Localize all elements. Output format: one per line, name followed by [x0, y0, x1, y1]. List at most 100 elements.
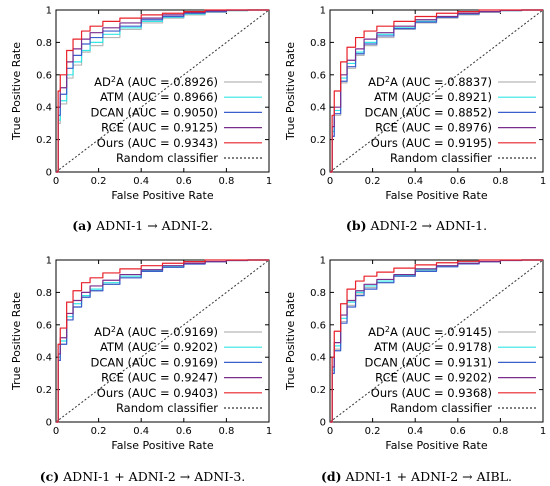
- roc-panel-3: 0 0.2 0.4 0.6 0.8 1 0 0.2 0.4 0.6 0.8 1 False Positi…: [10, 256, 272, 485]
- random-classifier-line: [55, 9, 270, 173]
- y-tick-label: 0.4: [310, 103, 326, 114]
- x-tick-label: 1: [540, 176, 546, 187]
- roc-curve-ours: [330, 259, 543, 423]
- x-axis-label: False Positive Rate: [385, 439, 487, 452]
- legend-entry-label: Ours (AUC = 0.9368): [371, 386, 492, 400]
- y-tick-label: 0.8: [310, 38, 326, 49]
- legend-entry-label: Random classifier: [390, 151, 492, 165]
- roc-curve-ad2a: [56, 9, 269, 173]
- y-tick-label: 0: [46, 168, 52, 179]
- legend-entry-label: Ours (AUC = 0.9403): [97, 386, 218, 400]
- y-tick-label: 0.2: [310, 385, 326, 396]
- y-tick-label: 1: [320, 256, 326, 267]
- figure-caption: (b) ADNI-2 → ADNI-1.: [346, 218, 487, 233]
- y-tick-label: 0.4: [36, 353, 52, 364]
- legend-entry-label: DCAN (AUC = 0.8852): [365, 105, 492, 119]
- legend-entry-label: ATM (AUC = 0.8921): [374, 90, 492, 104]
- x-tick-label: 0.2: [91, 176, 107, 187]
- legend-entry-label: Ours (AUC = 0.9195): [371, 136, 492, 150]
- random-classifier-line: [329, 9, 544, 173]
- x-tick-label: 0.8: [218, 426, 234, 437]
- x-axis-label: False Positive Rate: [111, 189, 213, 202]
- legend-entry-label: ATM (AUC = 0.8966): [100, 90, 218, 104]
- random-classifier-line: [55, 259, 270, 423]
- roc-curve-rce: [330, 9, 543, 173]
- x-tick-label: 0.6: [176, 176, 192, 187]
- legend-entry-label: ATM (AUC = 0.9202): [100, 340, 218, 354]
- y-tick-label: 0.6: [310, 70, 326, 81]
- caption-text: ADNI-1 + ADNI-2 → AIBL.: [342, 469, 512, 484]
- caption-label: (d): [321, 469, 342, 484]
- y-tick-label: 0: [320, 168, 326, 179]
- plot-frame: [329, 259, 544, 423]
- caption-label: (c): [40, 469, 59, 484]
- plot-frame: [55, 259, 270, 423]
- x-axis-label: False Positive Rate: [111, 439, 213, 452]
- x-tick-label: 0.6: [450, 426, 466, 437]
- legend-entry-label: DCAN (AUC = 0.9169): [91, 355, 218, 369]
- roc-curve-rce: [330, 259, 543, 423]
- y-tick-label: 0.8: [310, 288, 326, 299]
- x-tick-label: 0.8: [492, 176, 508, 187]
- roc-panel-4: 0 0.2 0.4 0.6 0.8 1 0 0.2 0.4 0.6 0.8 1 False Positi…: [284, 256, 546, 485]
- roc-panel-2: 0 0.2 0.4 0.6 0.8 1 0 0.2 0.4 0.6 0.8 1 False Positi…: [284, 6, 546, 234]
- x-tick-label: 1: [540, 426, 546, 437]
- y-axis-label: True Positive Rate: [10, 292, 23, 391]
- y-tick-label: 0.6: [36, 70, 52, 81]
- legend-entry-label: Random classifier: [116, 151, 218, 165]
- roc-curve-ours: [56, 9, 269, 173]
- legend-entry-label: AD2A (AUC = 0.9145): [368, 325, 492, 339]
- random-classifier-line: [329, 259, 544, 423]
- legend-entry-label: RCE (AUC = 0.8976): [375, 121, 492, 135]
- y-tick-label: 0: [320, 418, 326, 429]
- y-tick-label: 0.6: [310, 320, 326, 331]
- legend-entry-label: AD2A (AUC = 0.9169): [94, 325, 218, 339]
- legend-entry-label: AD2A (AUC = 0.8926): [94, 75, 218, 89]
- legend-entry-label: Ours (AUC = 0.9343): [97, 136, 218, 150]
- y-axis-label: True Positive Rate: [10, 42, 23, 141]
- legend-entry-label: RCE (AUC = 0.9202): [375, 371, 492, 385]
- legend-entry-label: DCAN (AUC = 0.9131): [365, 355, 492, 369]
- x-tick-label: 0.6: [176, 426, 192, 437]
- legend-entry-label: AD2A (AUC = 0.8837): [368, 75, 492, 89]
- x-tick-label: 0.2: [91, 426, 107, 437]
- x-tick-label: 0.6: [450, 176, 466, 187]
- x-tick-label: 0.8: [218, 176, 234, 187]
- x-tick-label: 1: [266, 426, 272, 437]
- legend-entry-label: Random classifier: [116, 401, 218, 415]
- x-tick-label: 0.4: [407, 176, 423, 187]
- y-tick-label: 0: [46, 418, 52, 429]
- y-tick-label: 0.6: [36, 320, 52, 331]
- x-tick-label: 0.8: [492, 426, 508, 437]
- x-tick-label: 0.4: [407, 426, 423, 437]
- y-axis-label: True Positive Rate: [284, 42, 297, 141]
- y-tick-label: 0.2: [36, 135, 52, 146]
- y-tick-label: 1: [46, 6, 52, 17]
- roc-panel-1: 0 0.2 0.4 0.6 0.8 1 0 0.2 0.4 0.6 0.8 1 False Positi…: [10, 6, 272, 234]
- x-tick-label: 0.4: [133, 176, 149, 187]
- plot-frame: [55, 9, 270, 173]
- legend-entry-label: DCAN (AUC = 0.9050): [91, 105, 218, 119]
- x-tick-label: 0: [53, 426, 59, 437]
- y-tick-label: 0.4: [310, 353, 326, 364]
- figure-caption: (a) ADNI-1 → ADNI-2.: [72, 218, 213, 233]
- y-tick-label: 0.8: [36, 38, 52, 49]
- x-tick-label: 0: [327, 426, 333, 437]
- y-axis-label: True Positive Rate: [284, 292, 297, 391]
- caption-label: (a): [72, 218, 92, 233]
- x-tick-label: 0: [53, 176, 59, 187]
- x-tick-label: 0.4: [133, 426, 149, 437]
- x-tick-label: 0.2: [365, 176, 381, 187]
- caption-text: ADNI-1 + ADNI-2 → ADNI-3.: [59, 469, 245, 484]
- figure-caption: (d) ADNI-1 + ADNI-2 → AIBL.: [321, 469, 512, 484]
- x-tick-label: 0: [327, 176, 333, 187]
- y-tick-label: 1: [320, 6, 326, 17]
- roc-curve-ours: [330, 9, 543, 173]
- roc-curve-ours: [56, 259, 269, 423]
- y-tick-label: 0.2: [310, 135, 326, 146]
- y-tick-label: 0.8: [36, 288, 52, 299]
- caption-label: (b): [346, 218, 367, 233]
- caption-text: ADNI-2 → ADNI-1.: [367, 218, 488, 233]
- legend-entry-label: RCE (AUC = 0.9247): [101, 371, 218, 385]
